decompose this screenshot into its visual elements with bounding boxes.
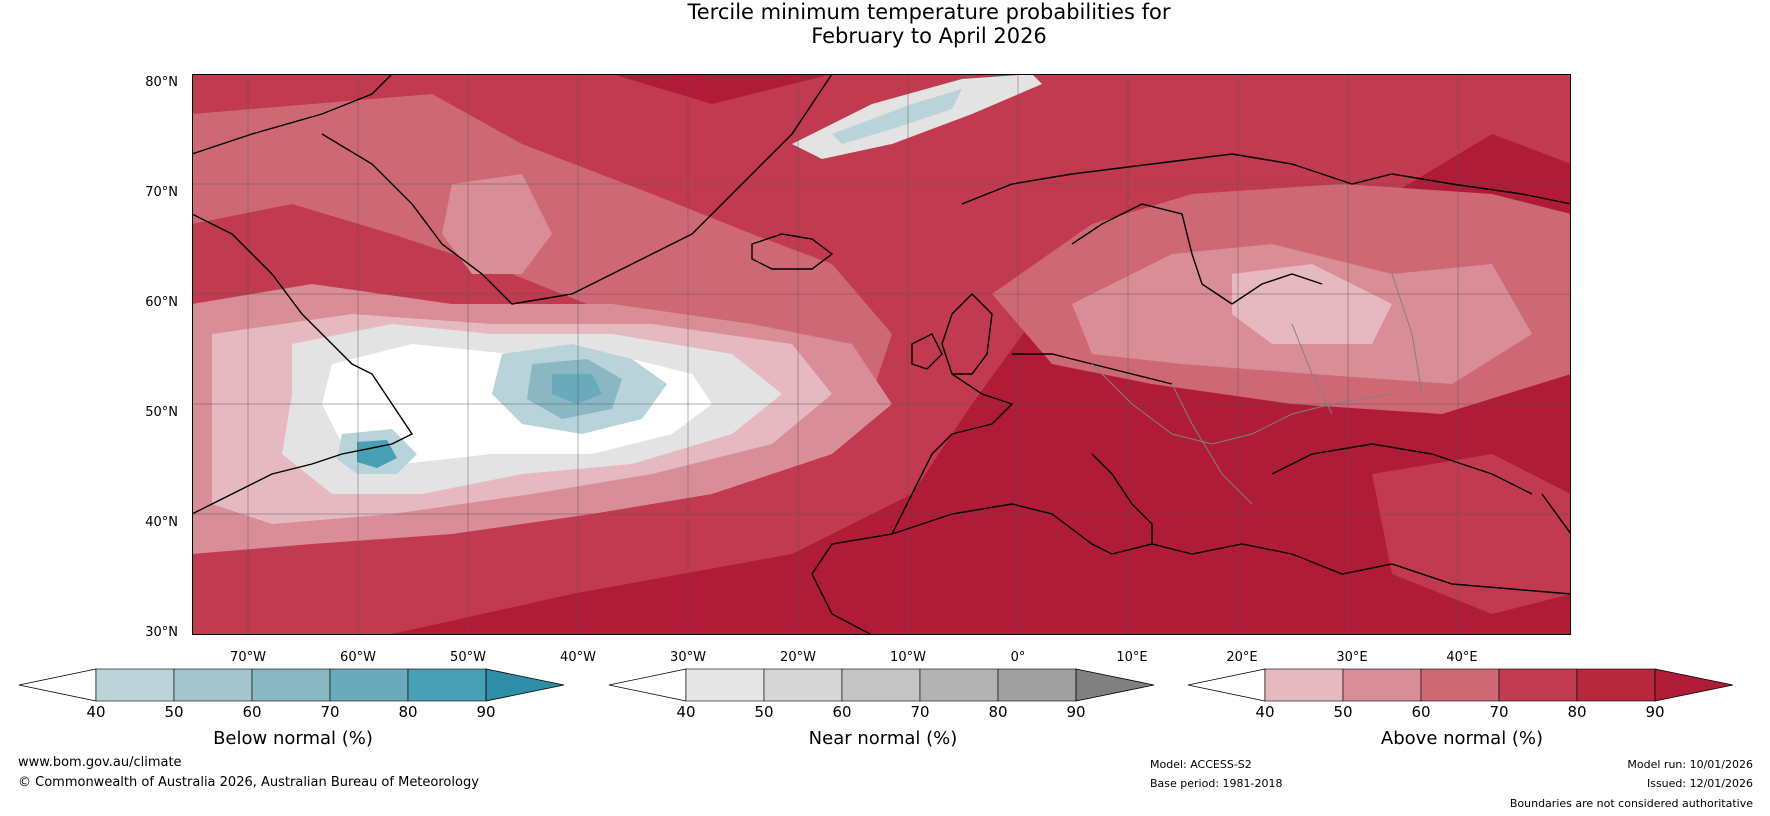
above-colorbar-tick-label: 90 xyxy=(1645,703,1665,721)
region-above-60-greenland xyxy=(442,174,552,274)
below-colorbar-segment xyxy=(407,668,487,702)
below-colorbar-tick-label: 40 xyxy=(86,703,106,721)
coast-black-sea xyxy=(1271,443,1533,495)
chart-title: Tercile minimum temperature probabilitie… xyxy=(0,0,1770,48)
coast-baltic xyxy=(1231,273,1323,305)
near-colorbar-tick-label: 70 xyxy=(910,703,930,721)
near-normal-colorbar xyxy=(608,668,1155,702)
probability-map xyxy=(192,74,1571,635)
coast-north-america xyxy=(192,213,414,515)
near-colorbar-tick-label: 80 xyxy=(988,703,1008,721)
below-colorbar-high-arrow xyxy=(485,668,565,702)
below-colorbar-tick-label: 80 xyxy=(398,703,418,721)
map-svg xyxy=(192,74,1571,635)
above-colorbar-tick-label: 60 xyxy=(1411,703,1431,721)
near-colorbar-tick-label: 40 xyxy=(676,703,696,721)
copyright-text: © Commonwealth of Australia 2026, Austra… xyxy=(18,775,479,790)
lat-label-40n: 40°N xyxy=(145,515,178,530)
near-colorbar-segment xyxy=(919,668,999,702)
lon-label-30w: 30°W xyxy=(670,650,706,665)
above-colorbar-segment xyxy=(1420,668,1500,702)
lon-label-0: 0° xyxy=(1010,650,1026,665)
coast-norway xyxy=(1071,203,1233,305)
lon-label-70w: 70°W xyxy=(230,650,266,665)
above-colorbar-tick-label: 70 xyxy=(1489,703,1509,721)
above-normal-colorbar xyxy=(1187,668,1734,702)
below-colorbar-tick-label: 50 xyxy=(164,703,184,721)
near-colorbar-tick-label: 90 xyxy=(1066,703,1086,721)
lon-label-40w: 40°W xyxy=(560,650,596,665)
lon-label-60w: 60°W xyxy=(340,650,376,665)
issued-text: Issued: 12/01/2026 xyxy=(1646,777,1753,790)
model-run-text: Model run: 10/01/2026 xyxy=(1627,758,1753,771)
region-below-70 xyxy=(552,374,602,404)
title-line-1: Tercile minimum temperature probabilitie… xyxy=(687,0,1171,24)
above-colorbar-segment xyxy=(1342,668,1422,702)
lon-label-40e: 40°E xyxy=(1446,650,1478,665)
coast-greenland xyxy=(321,74,833,305)
coast-britain xyxy=(941,293,993,375)
lat-label-50n: 50°N xyxy=(145,405,178,420)
above-colorbar-high-arrow xyxy=(1654,668,1734,702)
below-colorbar-tick-label: 90 xyxy=(476,703,496,721)
model-text: Model: ACCESS-S2 xyxy=(1150,758,1252,771)
lat-label-60n: 60°N xyxy=(145,295,178,310)
region-below-arctic xyxy=(832,89,962,144)
near-colorbar-segment xyxy=(841,668,921,702)
above-colorbar-tick-label: 50 xyxy=(1333,703,1353,721)
lon-label-20w: 20°W xyxy=(780,650,816,665)
above-colorbar-low-arrow xyxy=(1187,668,1266,702)
near-colorbar-segment xyxy=(997,668,1077,702)
above-colorbar-segment xyxy=(1576,668,1656,702)
region-below-80-south xyxy=(357,440,397,468)
disclaimer-text: Boundaries are not considered authoritat… xyxy=(1509,797,1753,810)
below-normal-colorbar xyxy=(18,668,565,702)
near-normal-label: Near normal (%) xyxy=(808,728,958,749)
base-period-text: Base period: 1981-2018 xyxy=(1150,777,1283,790)
coast-mediterranean xyxy=(891,503,1571,595)
below-colorbar-low-arrow xyxy=(18,668,97,702)
lat-label-30n: 30°N xyxy=(145,625,178,640)
lat-label-70n: 70°N xyxy=(145,185,178,200)
near-colorbar-high-arrow xyxy=(1075,668,1155,702)
below-colorbar-tick-label: 70 xyxy=(320,703,340,721)
below-colorbar-segment xyxy=(251,668,331,702)
below-colorbar-tick-label: 60 xyxy=(242,703,262,721)
title-line-2: February to April 2026 xyxy=(811,24,1047,48)
website-text: www.bom.gov.au/climate xyxy=(18,755,182,770)
lat-label-80n: 80°N xyxy=(145,75,178,90)
above-colorbar-segment xyxy=(1498,668,1578,702)
above-colorbar-tick-label: 40 xyxy=(1255,703,1275,721)
near-colorbar-low-arrow xyxy=(608,668,687,702)
coast-canada-arctic xyxy=(192,74,393,155)
coast-scandinavia-north xyxy=(961,153,1571,205)
above-colorbar-segment xyxy=(1264,668,1344,702)
lon-label-50w: 50°W xyxy=(450,650,486,665)
coast-ireland xyxy=(911,333,943,370)
region-above-50-scandinavia xyxy=(1232,264,1392,344)
below-colorbar-segment xyxy=(173,668,253,702)
below-colorbar-segment xyxy=(329,668,409,702)
lon-label-30e: 30°E xyxy=(1336,650,1368,665)
below-normal-label: Below normal (%) xyxy=(213,728,373,749)
map-frame xyxy=(192,74,1571,635)
lon-label-10e: 10°E xyxy=(1116,650,1148,665)
country-borders xyxy=(1091,273,1423,505)
coast-italy xyxy=(1091,453,1153,544)
below-colorbar-segment xyxy=(95,668,175,702)
lon-label-20e: 20°E xyxy=(1226,650,1258,665)
lon-label-10w: 10°W xyxy=(890,650,926,665)
coast-iberia-west xyxy=(811,373,1014,635)
near-colorbar-tick-label: 60 xyxy=(832,703,852,721)
near-colorbar-segment xyxy=(685,668,765,702)
coast-iceland xyxy=(751,233,834,270)
gridlines xyxy=(192,74,1571,635)
near-colorbar-segment xyxy=(763,668,843,702)
coastlines xyxy=(192,74,1571,635)
coast-caspian xyxy=(1541,493,1571,535)
above-colorbar-tick-label: 80 xyxy=(1567,703,1587,721)
above-normal-label: Above normal (%) xyxy=(1380,728,1544,749)
near-colorbar-tick-label: 50 xyxy=(754,703,774,721)
